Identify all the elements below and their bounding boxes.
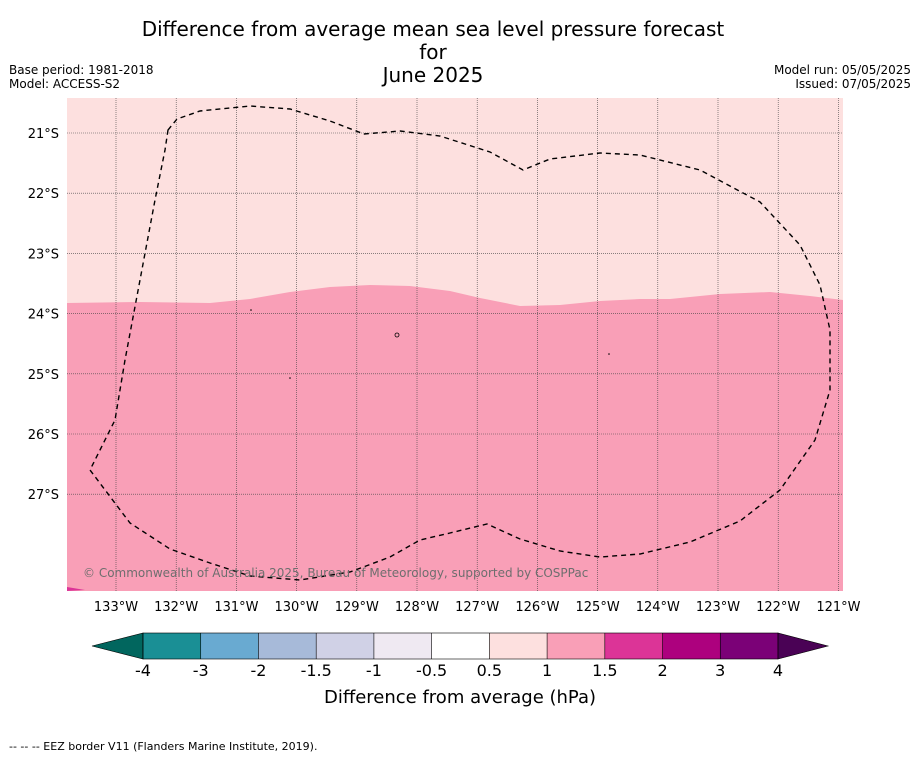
colorbar-tick-label: -4 <box>135 661 151 680</box>
colorbar-tick-label: -0.5 <box>416 661 447 680</box>
latitude-labels: 21°S 22°S 23°S 24°S 25°S 26°S 27°S <box>28 127 59 503</box>
main-pressure-band <box>67 285 843 591</box>
colorbar-cell <box>720 633 779 659</box>
colorbar: -4 -3 -2 -1.5 -1 -0.5 0.5 1 1.5 2 3 4 Difference fr… <box>91 632 830 708</box>
colorbar-cell <box>373 633 433 659</box>
lat-label: 22°S <box>28 187 59 202</box>
lon-label: 132°W <box>154 600 198 615</box>
colorbar-cell <box>604 633 664 659</box>
copyright-text: © Commonwealth of Australia 2025, Bureau… <box>83 566 588 580</box>
lon-label: 127°W <box>455 600 499 615</box>
colorbar-tick-label: -1.5 <box>301 661 332 680</box>
colorbar-tick-label: 3 <box>715 661 725 680</box>
gridlines <box>67 98 843 591</box>
lat-label: 24°S <box>28 308 59 323</box>
colorbar-over-arrow <box>777 632 830 660</box>
map-title: Difference from average mean sea level p… <box>140 18 726 87</box>
colorbar-cell <box>200 633 259 659</box>
colorbar-tick-label: -3 <box>193 661 209 680</box>
meta-left: Base period: 1981-2018 Model: ACCESS-S2 <box>9 63 154 91</box>
colorbar-tick-label: -1 <box>366 661 382 680</box>
lat-label: 27°S <box>28 488 59 503</box>
colorbar-tick-label: 1 <box>542 661 552 680</box>
lon-label: 128°W <box>395 600 439 615</box>
lat-label: 26°S <box>28 428 59 443</box>
footnote: -- -- -- EEZ border V11 (Flanders Marine… <box>9 740 318 753</box>
colorbar-tick-label: 4 <box>773 661 783 680</box>
lon-label: 124°W <box>636 600 680 615</box>
colorbar-cell <box>258 633 317 659</box>
colorbar-cell <box>431 633 490 659</box>
title-line-1: Difference from average mean sea level p… <box>141 17 725 64</box>
colorbar-cell <box>547 633 606 659</box>
lon-label: 133°W <box>94 600 138 615</box>
colorbar-tick-label: 2 <box>657 661 667 680</box>
colorbar-cell <box>316 633 375 659</box>
lon-label: 122°W <box>756 600 800 615</box>
colorbar-tick-label: -2 <box>250 661 266 680</box>
lat-label: 25°S <box>28 368 59 383</box>
model-name: Model: ACCESS-S2 <box>9 77 121 91</box>
lat-label: 23°S <box>28 247 59 262</box>
issued-date: Issued: 07/05/2025 <box>795 77 911 91</box>
meta-right: Model run: 05/05/2025 Issued: 07/05/2025 <box>774 63 911 91</box>
lon-label: 126°W <box>515 600 559 615</box>
corner-pressure-patch <box>67 587 85 591</box>
lon-label: 121°W <box>816 600 860 615</box>
colorbar-under-arrow <box>91 632 144 660</box>
small-speckles <box>250 309 610 379</box>
eez-border-line <box>89 105 831 581</box>
lon-label: 129°W <box>335 600 379 615</box>
lon-label: 125°W <box>576 600 620 615</box>
base-period: Base period: 1981-2018 <box>9 63 154 77</box>
title-line-2: June 2025 <box>382 63 484 87</box>
lat-label: 21°S <box>28 127 59 142</box>
model-run: Model run: 05/05/2025 <box>773 63 911 77</box>
colorbar-tick-label: 0.5 <box>477 661 502 680</box>
colorbar-cell <box>489 633 548 659</box>
lon-label: 131°W <box>214 600 258 615</box>
colorbar-cell <box>662 633 721 659</box>
colorbar-tick-label: 1.5 <box>592 661 617 680</box>
lon-label: 130°W <box>275 600 319 615</box>
colorbar-cell <box>143 633 202 659</box>
longitude-labels: 133°W 132°W 131°W 130°W 129°W 128°W 127°W 126°W… <box>94 600 861 615</box>
lon-label: 123°W <box>696 600 740 615</box>
colorbar-label: Difference from average (hPa) <box>324 687 596 708</box>
map-area <box>67 98 843 591</box>
